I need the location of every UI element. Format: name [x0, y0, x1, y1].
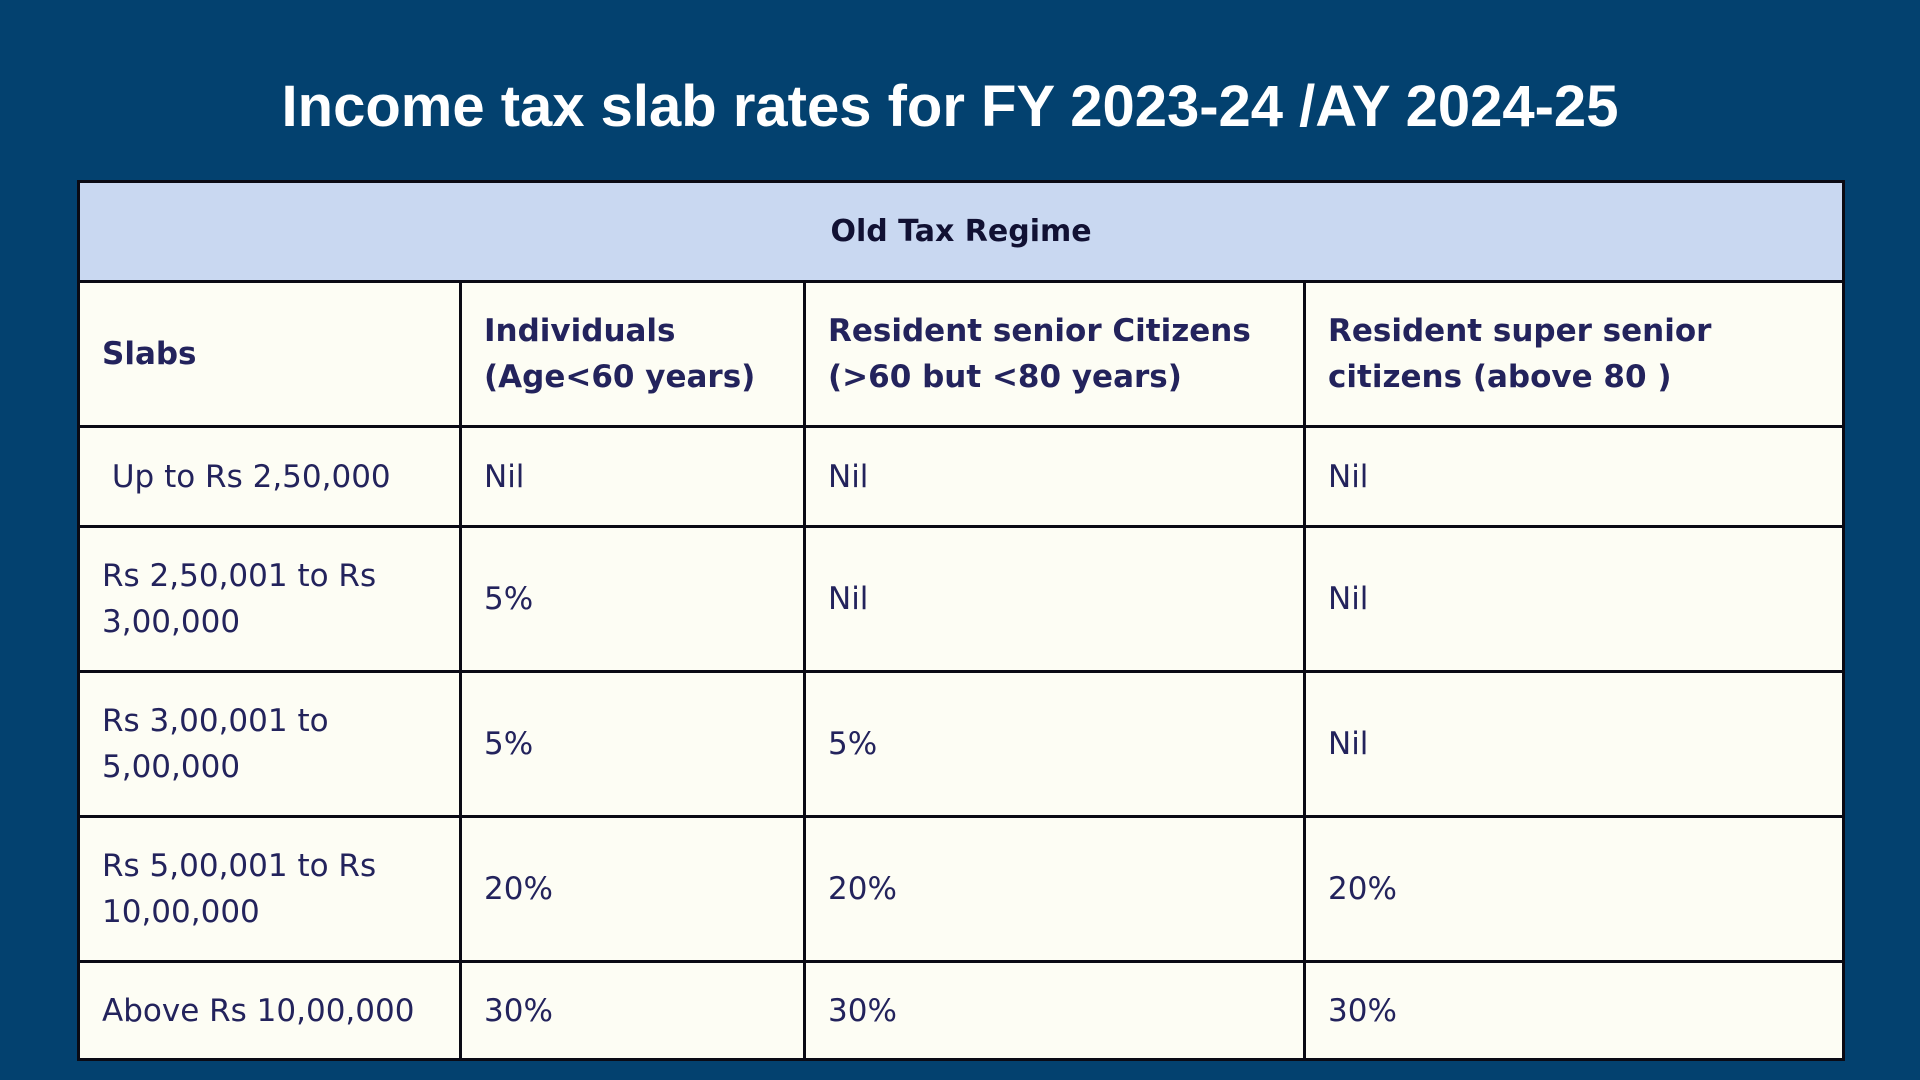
- individuals-rate-cell: 5%: [459, 525, 806, 673]
- header-super-senior-citizens: Resident super senior citizens (above 80…: [1302, 280, 1846, 428]
- slab-cell: Rs 3,00,001 to 5,00,000: [77, 670, 462, 818]
- individuals-rate-cell: 20%: [459, 815, 806, 963]
- senior-rate-cell: Nil: [803, 525, 1306, 673]
- senior-rate-cell: 20%: [803, 815, 1306, 963]
- individuals-rate-cell: Nil: [459, 425, 806, 528]
- senior-rate-cell: 5%: [803, 670, 1306, 818]
- super-senior-rate-cell: Nil: [1302, 425, 1846, 528]
- table-row: Rs 3,00,001 to 5,00,000 5% 5% Nil: [77, 670, 1846, 818]
- individuals-rate-cell: 30%: [459, 960, 806, 1061]
- individuals-rate-cell: 5%: [459, 670, 806, 818]
- super-senior-rate-cell: 20%: [1302, 815, 1846, 963]
- header-senior-citizens: Resident senior Citizens (>60 but <80 ye…: [803, 280, 1306, 428]
- table-row: Rs 2,50,001 to Rs 3,00,000 5% Nil Nil: [77, 525, 1846, 673]
- senior-rate-cell: 30%: [803, 960, 1306, 1061]
- slab-cell: Rs 5,00,001 to Rs 10,00,000: [77, 815, 462, 963]
- header-individuals: Individuals (Age<60 years): [459, 280, 806, 428]
- tax-slab-table: Old Tax Regime Slabs Individuals (Age<60…: [76, 180, 1846, 1061]
- slab-cell: Up to Rs 2,50,000: [77, 425, 462, 528]
- column-header-row: Slabs Individuals (Age<60 years) Residen…: [77, 280, 1846, 428]
- table-row: Above Rs 10,00,000 30% 30% 30%: [77, 960, 1846, 1061]
- slab-cell: Above Rs 10,00,000: [77, 960, 462, 1061]
- super-senior-rate-cell: Nil: [1302, 670, 1846, 818]
- page-title: Income tax slab rates for FY 2023-24 /AY…: [281, 74, 1619, 139]
- slab-cell: Rs 2,50,001 to Rs 3,00,000: [77, 525, 462, 673]
- table-row: Rs 5,00,001 to Rs 10,00,000 20% 20% 20%: [77, 815, 1846, 963]
- header-slabs: Slabs: [77, 280, 462, 428]
- super-senior-rate-cell: Nil: [1302, 525, 1846, 673]
- table-row: Up to Rs 2,50,000 Nil Nil Nil: [77, 425, 1846, 528]
- senior-rate-cell: Nil: [803, 425, 1306, 528]
- super-senior-rate-cell: 30%: [1302, 960, 1846, 1061]
- regime-header-row: Old Tax Regime: [76, 180, 1846, 283]
- regime-header: Old Tax Regime: [76, 180, 1846, 283]
